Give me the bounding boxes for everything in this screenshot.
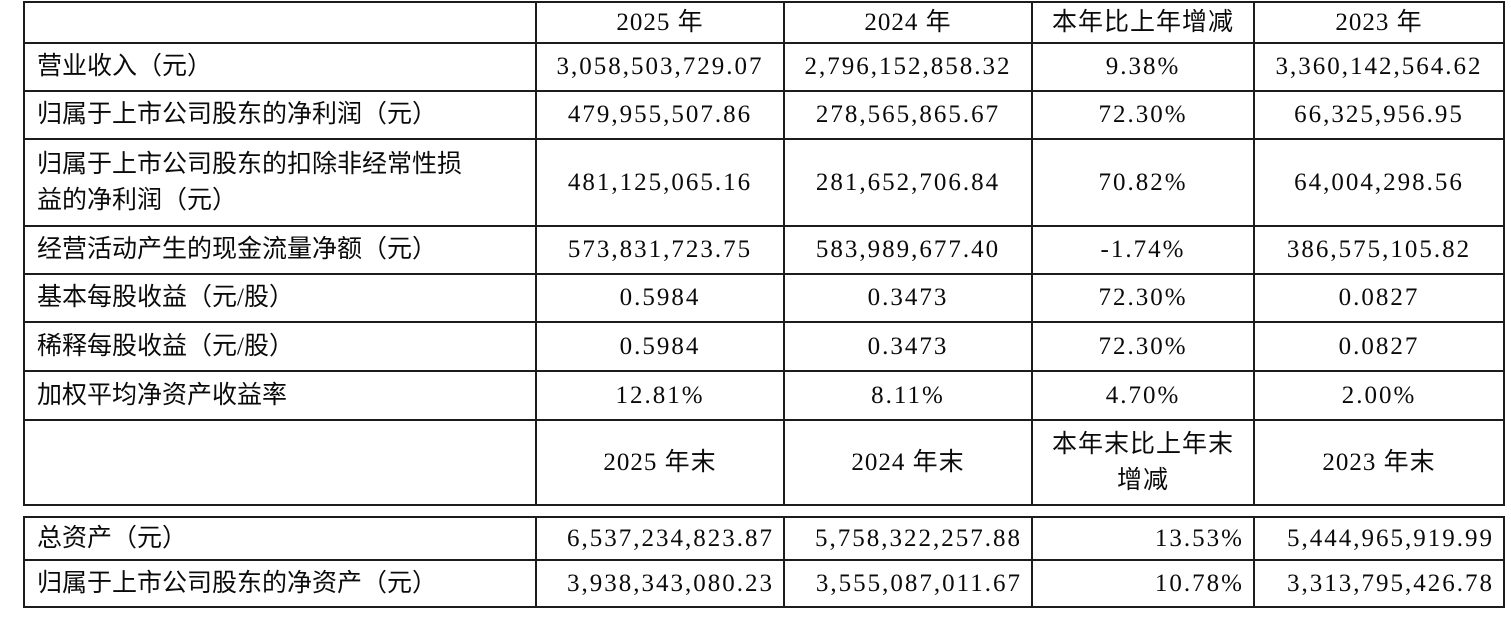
value-2023: 3,313,795,426.78 [1253, 559, 1505, 608]
value-2024: 3,555,087,011.67 [783, 559, 1033, 608]
key-financial-data-table-wrap: 2025 年 2024 年 本年比上年增减 2023 年 营业收入（元） 3,0… [23, 1, 1505, 608]
row-label: 基本每股收益（元/股） [23, 273, 537, 323]
row-operating-revenue: 营业收入（元） 3,058,503,729.07 2,796,152,858.3… [23, 42, 1505, 92]
column-header-year-end-change: 本年末比上年末增减 [1031, 419, 1255, 506]
row-net-profit-attributable: 归属于上市公司股东的净利润（元） 479,955,507.86 278,565,… [23, 90, 1505, 140]
annual-header-row: 2025 年 2024 年 本年比上年增减 2023 年 [23, 1, 1505, 44]
column-header-2023: 2023 年 [1253, 1, 1505, 44]
value-2025: 3,938,343,080.23 [535, 559, 785, 608]
value-2025: 0.5984 [535, 273, 785, 323]
value-2025: 481,125,065.16 [535, 138, 785, 227]
row-diluted-eps: 稀释每股收益（元/股） 0.5984 0.3473 72.30% 0.0827 [23, 321, 1505, 372]
value-2023: 66,325,956.95 [1253, 90, 1505, 140]
row-label: 总资产（元） [23, 516, 537, 561]
corner-cell [23, 419, 537, 506]
value-2024: 5,758,322,257.88 [783, 516, 1033, 561]
row-net-profit-deducting-nonrecurring: 归属于上市公司股东的扣除非经常性损益的净利润（元） 481,125,065.16… [23, 138, 1505, 227]
value-2024: 278,565,865.67 [783, 90, 1033, 140]
value-change: 72.30% [1031, 273, 1255, 323]
row-label: 稀释每股收益（元/股） [23, 321, 537, 372]
row-label: 归属于上市公司股东的扣除非经常性损益的净利润（元） [23, 138, 537, 227]
value-2025: 6,537,234,823.87 [535, 516, 785, 561]
value-2024: 0.3473 [783, 273, 1033, 323]
value-2023: 64,004,298.56 [1253, 138, 1505, 227]
value-2024: 2,796,152,858.32 [783, 42, 1033, 92]
column-header-2025: 2025 年 [535, 1, 785, 44]
row-weighted-average-roe: 加权平均净资产收益率 12.81% 8.11% 4.70% 2.00% [23, 370, 1505, 421]
value-change: 72.30% [1031, 321, 1255, 372]
value-change: 10.78% [1031, 559, 1255, 608]
row-basic-eps: 基本每股收益（元/股） 0.5984 0.3473 72.30% 0.0827 [23, 273, 1505, 323]
value-change: 70.82% [1031, 138, 1255, 227]
value-2024: 0.3473 [783, 321, 1033, 372]
row-label: 归属于上市公司股东的净利润（元） [23, 90, 537, 140]
value-2025: 0.5984 [535, 321, 785, 372]
row-label: 归属于上市公司股东的净资产（元） [23, 559, 537, 608]
row-operating-cash-flow: 经营活动产生的现金流量净额（元） 573,831,723.75 583,989,… [23, 225, 1505, 275]
column-header-2025-year-end: 2025 年末 [535, 419, 785, 506]
row-net-assets-attributable: 归属于上市公司股东的净资产（元） 3,938,343,080.23 3,555,… [23, 559, 1505, 608]
year-end-header-row: 2025 年末 2024 年末 本年末比上年末增减 2023 年末 [23, 419, 1505, 506]
row-total-assets: 总资产（元） 6,537,234,823.87 5,758,322,257.88… [23, 516, 1505, 561]
value-2023: 3,360,142,564.62 [1253, 42, 1505, 92]
value-2023: 5,444,965,919.99 [1253, 516, 1505, 561]
value-change: 72.30% [1031, 90, 1255, 140]
value-change: 9.38% [1031, 42, 1255, 92]
value-2024: 583,989,677.40 [783, 225, 1033, 275]
value-2023: 0.0827 [1253, 321, 1505, 372]
value-change: -1.74% [1031, 225, 1255, 275]
corner-cell [23, 1, 537, 44]
value-2025: 3,058,503,729.07 [535, 42, 785, 92]
row-label: 加权平均净资产收益率 [23, 370, 537, 421]
value-2025: 573,831,723.75 [535, 225, 785, 275]
value-2024: 8.11% [783, 370, 1033, 421]
value-2023: 2.00% [1253, 370, 1505, 421]
value-2023: 0.0827 [1253, 273, 1505, 323]
year-end-balance-table: 总资产（元） 6,537,234,823.87 5,758,322,257.88… [23, 516, 1505, 608]
value-change: 4.70% [1031, 370, 1255, 421]
row-label: 营业收入（元） [23, 42, 537, 92]
value-2025: 12.81% [535, 370, 785, 421]
column-header-2024: 2024 年 [783, 1, 1033, 44]
column-header-yoy-change: 本年比上年增减 [1031, 1, 1255, 44]
column-header-2023-year-end: 2023 年末 [1253, 419, 1505, 506]
value-change: 13.53% [1031, 516, 1255, 561]
annual-financials-table: 2025 年 2024 年 本年比上年增减 2023 年 营业收入（元） 3,0… [23, 1, 1505, 506]
value-2025: 479,955,507.86 [535, 90, 785, 140]
row-label: 经营活动产生的现金流量净额（元） [23, 225, 537, 275]
column-header-2024-year-end: 2024 年末 [783, 419, 1033, 506]
value-2023: 386,575,105.82 [1253, 225, 1505, 275]
value-2024: 281,652,706.84 [783, 138, 1033, 227]
